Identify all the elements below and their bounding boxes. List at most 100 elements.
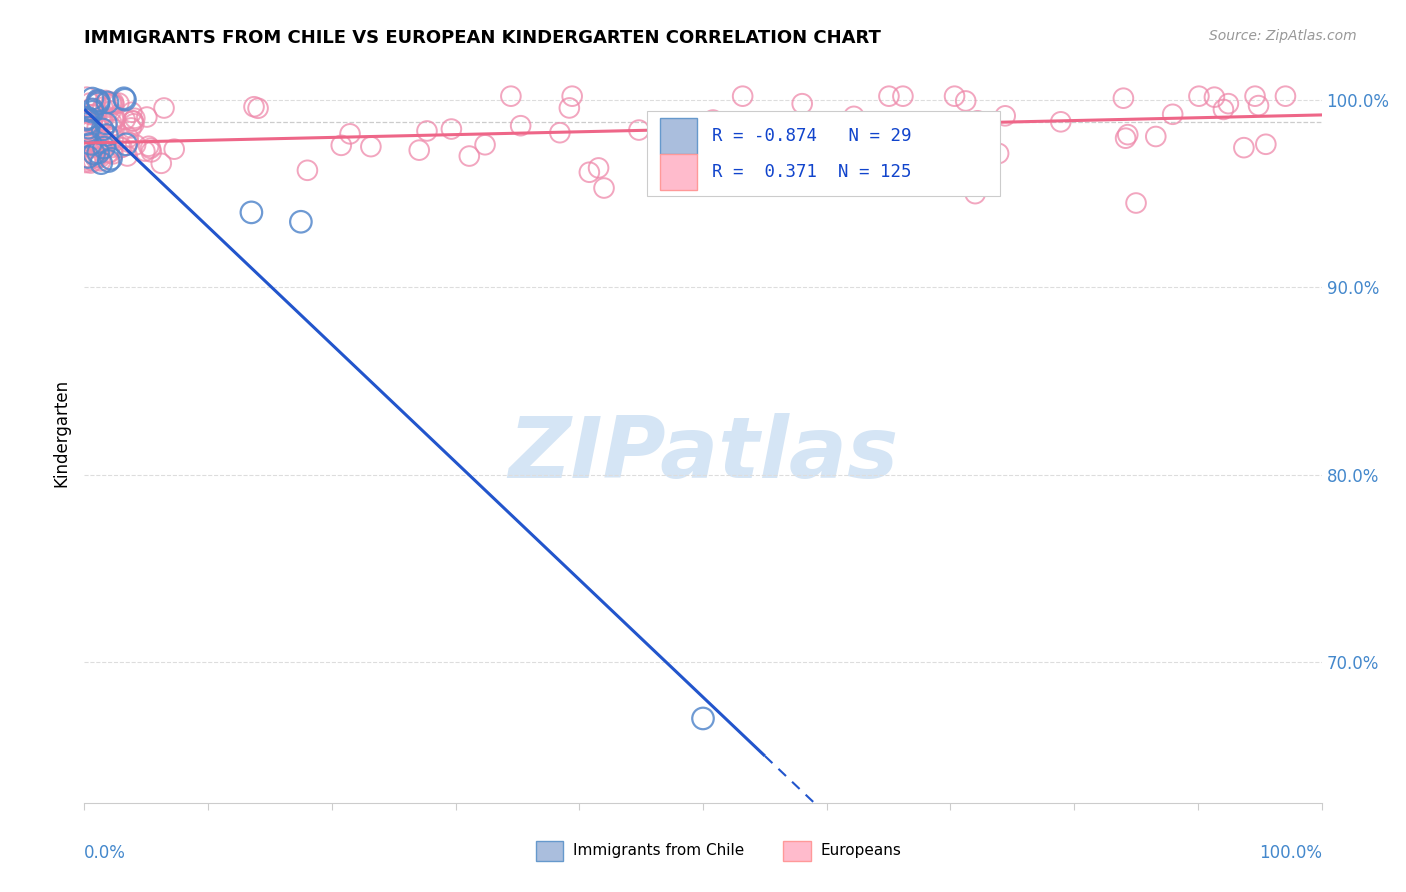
Point — [94, 116, 117, 130]
Point — [1115, 131, 1137, 145]
Point — [408, 143, 430, 157]
Point — [416, 124, 439, 138]
Point — [122, 114, 145, 128]
Point — [440, 122, 463, 136]
Point — [97, 154, 120, 169]
Point — [1247, 98, 1270, 112]
Point — [93, 140, 115, 154]
Point — [80, 123, 103, 137]
Point — [89, 151, 111, 165]
Point — [150, 156, 173, 170]
Point — [87, 96, 110, 111]
Point — [79, 95, 101, 110]
Point — [103, 111, 125, 125]
Y-axis label: Kindergarten: Kindergarten — [52, 378, 70, 487]
Text: Europeans: Europeans — [821, 844, 901, 858]
Point — [90, 156, 112, 170]
Point — [77, 153, 100, 168]
Bar — [659, 154, 697, 190]
Point — [936, 122, 959, 136]
Point — [91, 100, 114, 114]
Point — [842, 109, 865, 123]
Text: R =  0.371  N = 125: R = 0.371 N = 125 — [711, 163, 911, 181]
Point — [82, 104, 104, 119]
Text: Source: ZipAtlas.com: Source: ZipAtlas.com — [1209, 29, 1357, 44]
Point — [965, 186, 987, 201]
Point — [87, 145, 110, 160]
Point — [75, 155, 97, 169]
Point — [107, 96, 129, 111]
Point — [80, 108, 103, 122]
Point — [243, 100, 266, 114]
Point — [76, 119, 98, 133]
Point — [943, 89, 966, 103]
Point — [84, 95, 107, 109]
Point — [578, 165, 600, 179]
Point — [77, 120, 100, 135]
Text: Immigrants from Chile: Immigrants from Chile — [574, 844, 744, 858]
Point — [100, 115, 122, 129]
Point — [138, 139, 160, 153]
Point — [548, 126, 571, 140]
Point — [83, 147, 105, 161]
Point — [77, 111, 100, 125]
Point — [114, 112, 136, 127]
Point — [100, 120, 122, 134]
Point — [80, 136, 103, 151]
Point — [862, 139, 884, 153]
Point — [330, 138, 353, 153]
Point — [1116, 128, 1139, 142]
Point — [1233, 141, 1256, 155]
Point — [1204, 90, 1226, 104]
Point — [82, 107, 104, 121]
Point — [82, 133, 104, 147]
Point — [141, 145, 163, 159]
Point — [1274, 89, 1296, 103]
Point — [877, 89, 900, 103]
Point — [1125, 196, 1147, 211]
Point — [76, 90, 98, 104]
Point — [76, 117, 98, 131]
Point — [240, 205, 263, 219]
Point — [96, 128, 118, 142]
Point — [297, 163, 319, 178]
Point — [702, 113, 724, 128]
Point — [558, 101, 581, 115]
Point — [994, 109, 1017, 123]
Point — [91, 113, 114, 128]
Point — [883, 117, 905, 131]
FancyBboxPatch shape — [647, 111, 1000, 195]
Point — [1244, 89, 1267, 103]
Point — [96, 95, 118, 110]
Point — [103, 95, 125, 110]
Point — [163, 142, 186, 156]
Point — [100, 103, 122, 118]
Text: 100.0%: 100.0% — [1258, 844, 1322, 862]
Point — [627, 123, 650, 137]
Point — [76, 134, 98, 148]
Point — [588, 161, 610, 175]
Point — [153, 101, 176, 115]
Bar — [783, 840, 811, 862]
Point — [561, 89, 583, 103]
Text: 0.0%: 0.0% — [84, 844, 127, 862]
Point — [76, 150, 98, 164]
Point — [360, 139, 382, 153]
Point — [91, 142, 114, 156]
Point — [509, 119, 531, 133]
Point — [80, 102, 103, 116]
Point — [86, 120, 108, 135]
Point — [98, 145, 121, 160]
Point — [1144, 129, 1167, 144]
Point — [94, 134, 117, 148]
Point — [115, 137, 138, 152]
Point — [776, 128, 799, 142]
Point — [792, 96, 814, 111]
Point — [1049, 115, 1071, 129]
Point — [117, 130, 139, 145]
Point — [247, 101, 270, 115]
Point — [122, 114, 145, 128]
Point — [789, 120, 811, 134]
Point — [987, 146, 1010, 161]
Point — [101, 132, 124, 146]
